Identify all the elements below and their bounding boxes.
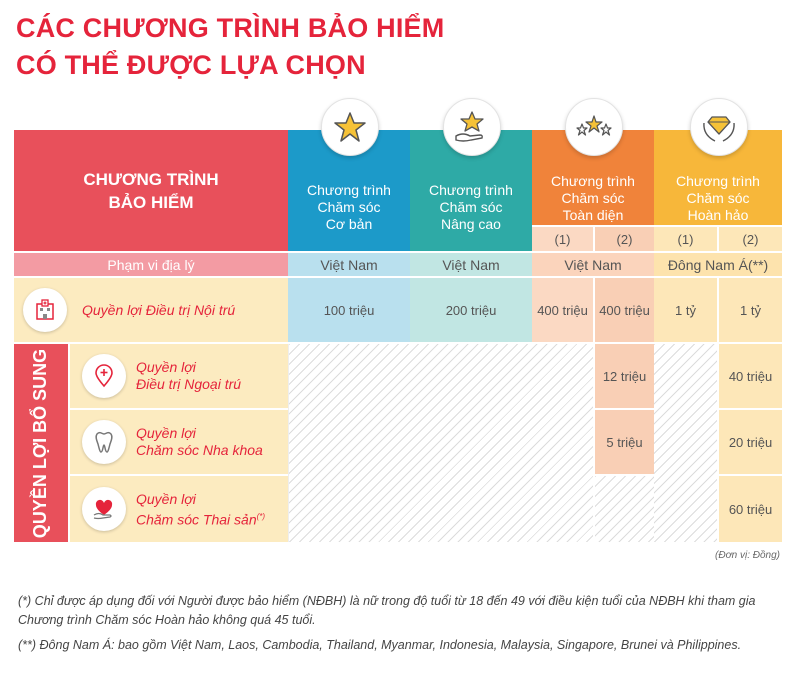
program-header-nang-cao: Chương trình Chăm sóc Nâng cao — [410, 130, 532, 251]
outpatient-label-cell: Quyền lợi Điều trị Ngoại trú — [70, 344, 288, 408]
program-name-co-ban: Chương trình Chăm sóc Cơ bản — [307, 182, 391, 232]
maternity-label-cell: Quyền lợi Chăm sóc Thai sản(*) — [70, 476, 288, 542]
inpatient-toan-dien-1: 400 triệu — [532, 278, 593, 342]
dental-hoan-hao-2: 20 triệu — [719, 410, 782, 474]
title-line-2: CÓ THỂ ĐƯỢC LỰA CHỌN — [16, 50, 366, 80]
sub-option-toan-dien-1: (1) — [532, 227, 593, 251]
inpatient-hoan-hao-1: 1 tỷ — [654, 278, 717, 342]
hospital-icon — [23, 288, 67, 332]
maternity-label-line2: Chăm sóc Thai sản(*) — [136, 508, 265, 529]
geo-value: Việt Nam — [320, 256, 378, 273]
geo-label-cell: Phạm vi địa lý — [14, 253, 288, 276]
inpatient-value: 400 triệu — [599, 302, 650, 318]
sub-option-label: (2) — [616, 231, 633, 247]
program-header-cell: CHƯƠNG TRÌNH BẢO HIỂM — [14, 130, 288, 251]
geo-label: Phạm vi địa lý — [107, 256, 195, 273]
inpatient-value: 1 tỷ — [675, 302, 696, 318]
dental-value: 5 triệu — [606, 434, 643, 450]
dental-label-cell: Quyền lợi Chăm sóc Nha khoa — [70, 410, 288, 474]
inpatient-hoan-hao-2: 1 tỷ — [719, 278, 782, 342]
maternity-label-text: Chăm sóc Thai sản — [136, 511, 257, 528]
sub-option-hoan-hao-1: (1) — [654, 227, 717, 251]
program-header-label: CHƯƠNG TRÌNH BẢO HIỂM — [83, 169, 219, 212]
inpatient-toan-dien-2: 400 triệu — [595, 278, 654, 342]
diamond-hands-icon — [690, 98, 748, 156]
sub-option-label: (1) — [677, 231, 694, 247]
geo-value: Việt Nam — [442, 256, 500, 273]
supplementary-label: QUYỀN LỢI BỔ SUNG — [30, 348, 51, 538]
outpatient-value: 40 triệu — [728, 368, 773, 384]
sub-option-label: (1) — [554, 231, 571, 247]
supplementary-label-cell: QUYỀN LỢI BỔ SUNG — [14, 344, 68, 542]
not-applicable-area — [288, 344, 593, 542]
maternity-hoan-hao-2: 60 triệu — [719, 476, 782, 542]
program-name-toan-dien: Chương trình Chăm sóc Toàn diện — [551, 173, 635, 223]
dental-label: Quyền lợi Chăm sóc Nha khoa — [136, 425, 263, 459]
heart-hand-icon — [82, 487, 126, 531]
geo-hoan-hao: Đông Nam Á(**) — [654, 253, 782, 276]
unit-note: (Đơn vị: Đồng) — [715, 550, 780, 561]
inpatient-value: 1 tỷ — [740, 302, 761, 318]
sub-option-toan-dien-2: (2) — [595, 227, 654, 251]
maternity-footnote-mark: (*) — [256, 512, 266, 521]
outpatient-label: Quyền lợi Điều trị Ngoại trú — [136, 359, 241, 393]
outpatient-label-line1: Quyền lợi — [136, 359, 196, 375]
dental-label-line1: Quyền lợi — [136, 425, 196, 441]
dental-toan-dien-2: 5 triệu — [595, 410, 654, 474]
outpatient-value: 12 triệu — [602, 368, 647, 384]
footnote-2: (**) Đông Nam Á: bao gồm Việt Nam, Laos,… — [18, 638, 742, 652]
geo-value: Đông Nam Á(**) — [667, 256, 769, 273]
geo-co-ban: Việt Nam — [288, 253, 410, 276]
sub-option-label: (2) — [742, 231, 759, 247]
page-title: CÁC CHƯƠNG TRÌNH BẢO HIỂM CÓ THỂ ĐƯỢC LỰ… — [16, 10, 444, 84]
not-applicable-area — [654, 344, 717, 542]
three-stars-icon — [565, 98, 623, 156]
inpatient-value: 400 triệu — [537, 302, 588, 318]
outpatient-hoan-hao-2: 40 triệu — [719, 344, 782, 408]
inpatient-label-cell: Quyền lợi Điều trị Nội trú — [14, 278, 288, 342]
inpatient-label: Quyền lợi Điều trị Nội trú — [82, 302, 236, 318]
geo-value: Việt Nam — [564, 256, 622, 273]
program-name-nang-cao: Chương trình Chăm sóc Nâng cao — [429, 182, 513, 232]
star-icon — [321, 98, 379, 156]
title-line-1: CÁC CHƯƠNG TRÌNH BẢO HIỂM — [16, 13, 445, 43]
inpatient-co-ban: 100 triệu — [288, 278, 410, 342]
maternity-label: Quyền lợi Chăm sóc Thai sản(*) — [136, 491, 265, 529]
sub-option-hoan-hao-2: (2) — [719, 227, 782, 251]
maternity-label-line1: Quyền lợi — [136, 491, 196, 507]
dental-label-line2: Chăm sóc Nha khoa — [136, 442, 263, 458]
dental-value: 20 triệu — [728, 434, 773, 450]
maternity-value: 60 triệu — [728, 501, 773, 517]
geo-toan-dien: Việt Nam — [532, 253, 654, 276]
outpatient-label-line2: Điều trị Ngoại trú — [136, 376, 242, 392]
program-name-hoan-hao: Chương trình Chăm sóc Hoàn hảo — [676, 173, 760, 223]
inpatient-nang-cao: 200 triệu — [410, 278, 532, 342]
hand-star-icon — [443, 98, 501, 156]
outpatient-toan-dien-2: 12 triệu — [595, 344, 654, 408]
location-plus-icon — [82, 354, 126, 398]
not-applicable-area — [595, 476, 654, 542]
inpatient-value: 100 triệu — [323, 302, 375, 318]
tooth-icon — [82, 420, 126, 464]
geo-nang-cao: Việt Nam — [410, 253, 532, 276]
footnote-1: (*) Chỉ được áp dụng đối với Người được … — [18, 594, 756, 627]
inpatient-value: 200 triệu — [445, 302, 497, 318]
